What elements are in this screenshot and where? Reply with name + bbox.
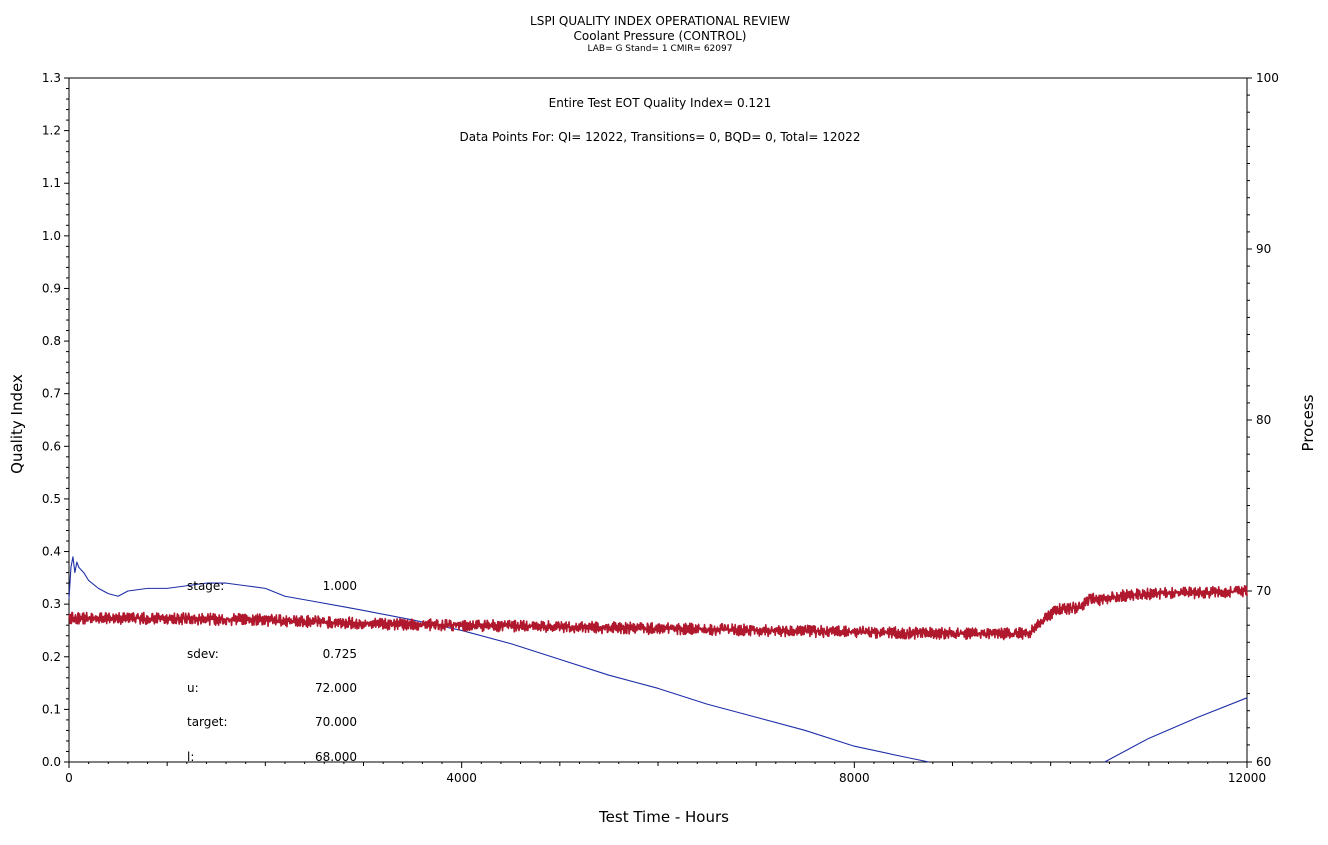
quality-index-series-line-1 bbox=[68, 556, 930, 763]
x-tick-label: 4000 bbox=[446, 771, 477, 785]
y-tick-label: 0.4 bbox=[42, 545, 61, 559]
y-tick-label: 1.3 bbox=[42, 71, 61, 85]
chart-info: LAB= G Stand= 1 CMIR= 62097 bbox=[587, 44, 733, 54]
process-series-line bbox=[68, 585, 1248, 641]
y-tick-label: 0.8 bbox=[42, 334, 61, 348]
x-tick-label: 12000 bbox=[1228, 771, 1266, 785]
stat-label: target: bbox=[187, 715, 228, 729]
y-tick-label: 0.3 bbox=[42, 597, 61, 611]
y2-tick-label: 80 bbox=[1256, 413, 1271, 427]
y-tick-label: 1.2 bbox=[42, 124, 61, 138]
stat-value: 1.000 bbox=[323, 579, 357, 593]
y-tick-label: 0.2 bbox=[42, 650, 61, 664]
y-tick-label: 0.7 bbox=[42, 387, 61, 401]
plot-frame bbox=[68, 77, 1248, 763]
y2-tick-label: 90 bbox=[1256, 242, 1271, 256]
stat-value: 70.000 bbox=[315, 715, 357, 729]
y-tick-label: 0.6 bbox=[42, 439, 61, 453]
stat-label: l: bbox=[187, 750, 194, 764]
y2-axis-title: Process bbox=[1299, 394, 1317, 451]
y-tick-label: 0.9 bbox=[42, 281, 61, 295]
stat-value: 72.000 bbox=[315, 681, 357, 695]
data-points-annotation: Data Points For: QI= 12022, Transitions=… bbox=[460, 130, 861, 144]
stat-value: 68.000 bbox=[315, 750, 357, 764]
y-tick-label: 1.1 bbox=[42, 176, 61, 190]
stat-value: 0.725 bbox=[323, 647, 357, 661]
y-tick-label: 0.0 bbox=[42, 755, 61, 769]
chart-title: LSPI QUALITY INDEX OPERATIONAL REVIEW bbox=[530, 14, 790, 28]
y2-tick-label: 60 bbox=[1256, 755, 1271, 769]
stat-label: u: bbox=[187, 681, 199, 695]
x-tick-label: 8000 bbox=[839, 771, 870, 785]
stat-label: stage: bbox=[187, 579, 224, 593]
y-tick-label: 0.1 bbox=[42, 702, 61, 716]
chart-subtitle: Coolant Pressure (CONTROL) bbox=[573, 29, 747, 43]
eot-quality-index-annotation: Entire Test EOT Quality Index= 0.121 bbox=[549, 96, 772, 110]
y-tick-label: 0.5 bbox=[42, 492, 61, 506]
quality-index-series-line-2 bbox=[1104, 697, 1248, 763]
y-tick-label: 1.0 bbox=[42, 229, 61, 243]
y2-tick-label: 70 bbox=[1256, 584, 1271, 598]
x-tick-label: 0 bbox=[65, 771, 73, 785]
y2-tick-label: 100 bbox=[1256, 71, 1279, 85]
stat-label: sdev: bbox=[187, 647, 219, 661]
x-axis-title: Test Time - Hours bbox=[598, 808, 729, 826]
y-axis-title: Quality Index bbox=[8, 374, 26, 474]
